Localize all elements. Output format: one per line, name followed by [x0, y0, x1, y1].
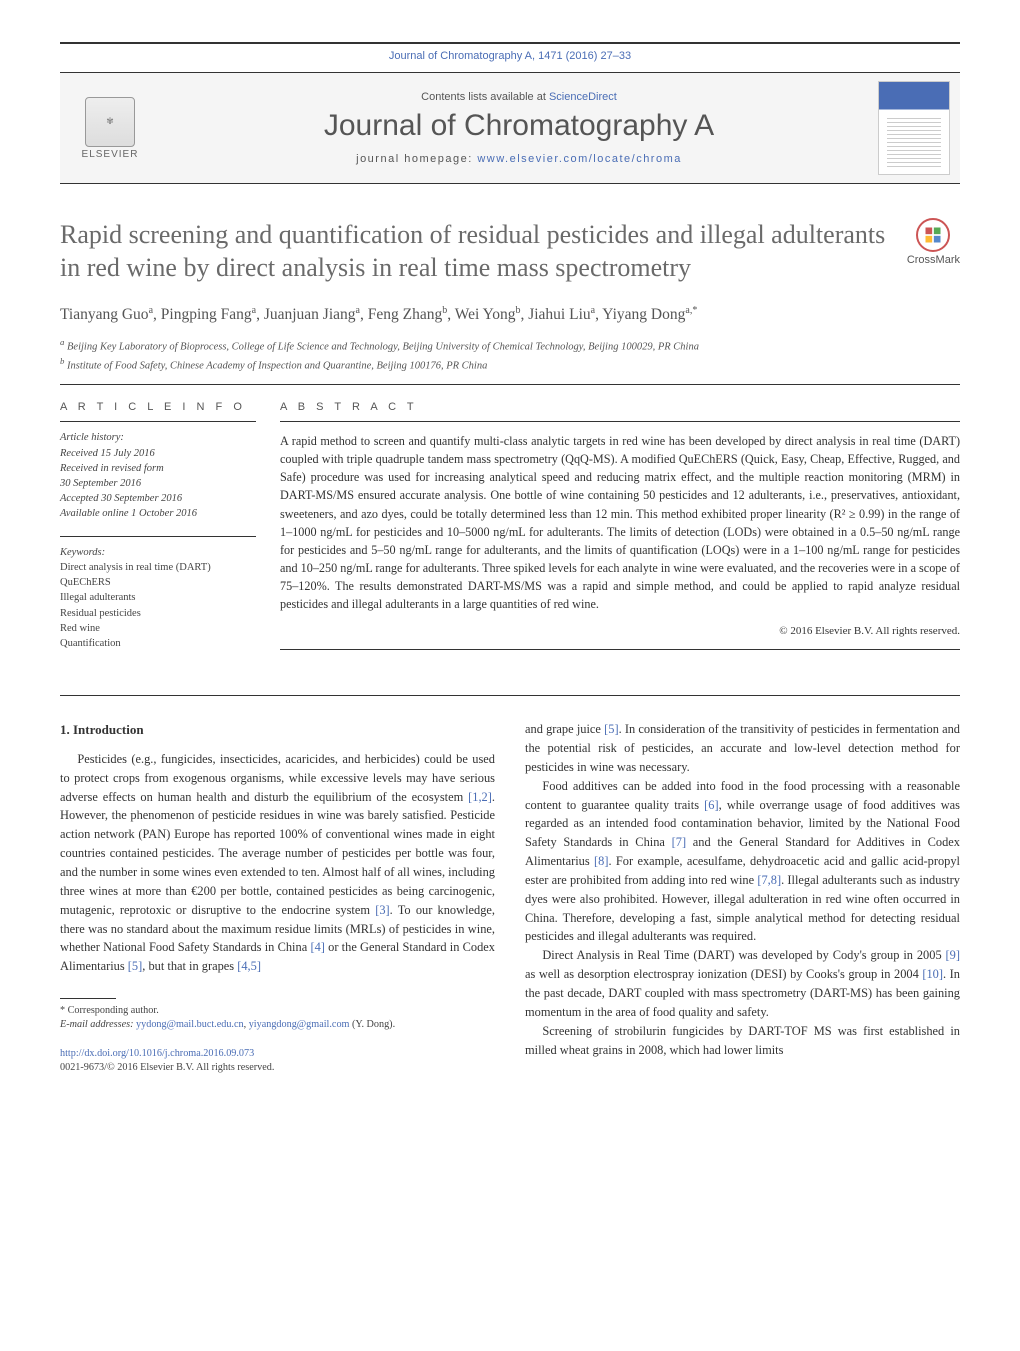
- intro-heading: 1. Introduction: [60, 720, 495, 740]
- cite-7-8[interactable]: [7,8]: [757, 873, 781, 887]
- info-rule: [60, 421, 256, 422]
- cite-1-2[interactable]: [1,2]: [468, 790, 492, 804]
- publisher-logo: ✾ ELSEVIER: [70, 88, 150, 168]
- affiliation-b: b Institute of Food Safety, Chinese Acad…: [60, 355, 960, 374]
- cite-4-5[interactable]: [4,5]: [237, 959, 261, 973]
- cite-7[interactable]: [7]: [672, 835, 686, 849]
- email-1[interactable]: yydong@mail.buct.edu.cn: [136, 1019, 244, 1030]
- cite-8[interactable]: [8]: [594, 854, 608, 868]
- t: as well as desorption electrospray ioniz…: [525, 967, 922, 981]
- journal-name: Journal of Chromatography A: [160, 109, 878, 143]
- col2-para-4: Screening of strobilurin fungicides by D…: [525, 1022, 960, 1060]
- homepage-link[interactable]: www.elsevier.com/locate/chroma: [477, 153, 682, 165]
- corresponding-author: * Corresponding author.: [60, 1004, 495, 1018]
- article-history: Received 15 July 2016Received in revised…: [60, 446, 256, 522]
- affiliation-a: a Beijing Key Laboratory of Bioprocess, …: [60, 336, 960, 355]
- doi-link[interactable]: http://dx.doi.org/10.1016/j.chroma.2016.…: [60, 1048, 254, 1059]
- history-label: Article history:: [60, 430, 256, 445]
- email-2[interactable]: yiyangdong@gmail.com: [249, 1019, 350, 1030]
- publisher-name: ELSEVIER: [82, 149, 139, 160]
- affiliation-b-text: Institute of Food Safety, Chinese Academ…: [67, 361, 487, 372]
- col2-para-1: and grape juice [5]. In consideration of…: [525, 720, 960, 777]
- affiliations: a Beijing Key Laboratory of Bioprocess, …: [60, 336, 960, 374]
- article-info-head: A R T I C L E I N F O: [60, 401, 256, 413]
- abstract-copyright: © 2016 Elsevier B.V. All rights reserved…: [280, 625, 960, 637]
- keywords-label: Keywords:: [60, 545, 256, 560]
- cite-5[interactable]: [5]: [128, 959, 142, 973]
- t: , but that in grapes: [142, 959, 237, 973]
- authors: Tianyang Guoa, Pingping Fanga, Juanjuan …: [60, 303, 960, 326]
- footnotes: * Corresponding author. E-mail addresses…: [60, 1004, 495, 1033]
- journal-homepage: journal homepage: www.elsevier.com/locat…: [160, 153, 878, 165]
- sciencedirect-link[interactable]: ScienceDirect: [549, 91, 617, 103]
- col2-para-2: Food additives can be added into food in…: [525, 777, 960, 947]
- body-column-right: and grape juice [5]. In consideration of…: [525, 720, 960, 1075]
- masthead: ✾ ELSEVIER Contents lists available at S…: [60, 72, 960, 184]
- contents-prefix: Contents lists available at: [421, 91, 549, 103]
- info-rule-2: [60, 536, 256, 537]
- journal-reference: Journal of Chromatography A, 1471 (2016)…: [60, 50, 960, 62]
- cite-9[interactable]: [9]: [946, 948, 960, 962]
- cite-6[interactable]: [6]: [704, 798, 718, 812]
- elsevier-tree-icon: ✾: [85, 97, 135, 147]
- keywords-list: Direct analysis in real time (DART)QuECh…: [60, 560, 256, 651]
- cite-4[interactable]: [4]: [310, 940, 324, 954]
- cite-5b[interactable]: [5]: [604, 722, 618, 736]
- abstract-text: A rapid method to screen and quantify mu…: [280, 432, 960, 612]
- crossmark-label: CrossMark: [907, 254, 960, 266]
- abstract-head: A B S T R A C T: [280, 401, 960, 413]
- t: Pesticides (e.g., fungicides, insecticid…: [60, 752, 495, 804]
- crossmark-icon: [916, 218, 950, 252]
- intro-para-1: Pesticides (e.g., fungicides, insecticid…: [60, 750, 495, 976]
- abstract-rule: [280, 421, 960, 422]
- homepage-prefix: journal homepage:: [356, 153, 477, 165]
- body-column-left: 1. Introduction Pesticides (e.g., fungic…: [60, 720, 495, 1075]
- col2-para-3: Direct Analysis in Real Time (DART) was …: [525, 946, 960, 1021]
- cite-10[interactable]: [10]: [922, 967, 943, 981]
- t: and grape juice: [525, 722, 604, 736]
- email-suffix: (Y. Dong).: [349, 1019, 395, 1030]
- paper-title: Rapid screening and quantification of re…: [60, 218, 891, 285]
- doi-block: http://dx.doi.org/10.1016/j.chroma.2016.…: [60, 1047, 495, 1076]
- affiliation-a-text: Beijing Key Laboratory of Bioprocess, Co…: [67, 341, 699, 352]
- contents-available: Contents lists available at ScienceDirec…: [160, 91, 878, 103]
- crossmark-badge[interactable]: CrossMark: [907, 218, 960, 266]
- t: . However, the phenomenon of pesticide r…: [60, 790, 495, 917]
- issn-copyright: 0021-9673/© 2016 Elsevier B.V. All right…: [60, 1062, 274, 1073]
- cite-3[interactable]: [3]: [375, 903, 389, 917]
- top-rule: [60, 42, 960, 44]
- email-line: E-mail addresses: yydong@mail.buct.edu.c…: [60, 1018, 495, 1032]
- journal-cover-thumb: [878, 81, 950, 175]
- email-label: E-mail addresses:: [60, 1019, 136, 1030]
- footnote-separator: [60, 998, 116, 999]
- t: Direct Analysis in Real Time (DART) was …: [542, 948, 945, 962]
- abstract-bottom-rule: [280, 649, 960, 650]
